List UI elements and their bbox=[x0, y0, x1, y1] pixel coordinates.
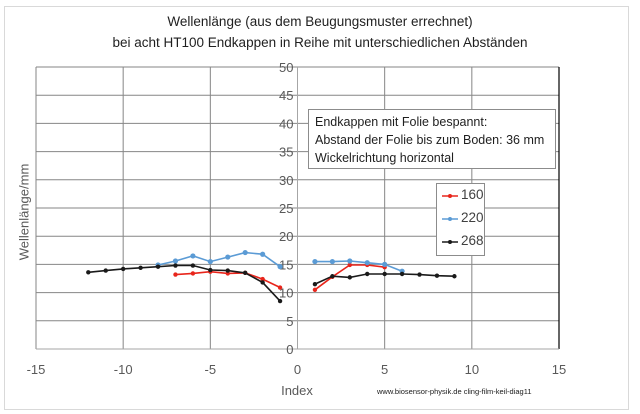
y-tick-label: 35 bbox=[279, 145, 293, 160]
data-point-220 bbox=[277, 264, 283, 270]
data-point-268 bbox=[434, 273, 440, 278]
y-tick-labels: 0 5 10 15 20 25 30 35 40 45 50 bbox=[279, 60, 293, 357]
data-point-268 bbox=[399, 271, 405, 277]
y-tick-label: 40 bbox=[279, 116, 293, 131]
y-tick-label: 10 bbox=[279, 286, 293, 301]
data-point-220 bbox=[207, 258, 213, 265]
y-tick-label: 45 bbox=[279, 88, 293, 103]
series-268 bbox=[86, 263, 457, 304]
data-point-220 bbox=[242, 249, 248, 256]
x-tick-label: 15 bbox=[552, 362, 566, 377]
data-point-160 bbox=[277, 285, 283, 290]
x-tick-label: 5 bbox=[381, 362, 388, 377]
data-point-160 bbox=[260, 276, 265, 282]
y-tick-label: 25 bbox=[279, 201, 293, 216]
legend: 160 220 268 bbox=[436, 183, 485, 256]
data-point-268 bbox=[225, 268, 230, 273]
data-point-268 bbox=[260, 280, 265, 285]
data-point-160 bbox=[347, 262, 352, 268]
annotation-box: Endkappen mit Folie bespannt: Abstand de… bbox=[308, 109, 556, 169]
y-tick-label: 30 bbox=[279, 173, 293, 188]
data-point-160 bbox=[190, 271, 196, 276]
data-point-268 bbox=[86, 270, 91, 275]
data-point-268 bbox=[243, 270, 248, 276]
data-point-220 bbox=[364, 260, 370, 266]
y-tick-label: 0 bbox=[286, 342, 293, 357]
data-point-268 bbox=[277, 298, 283, 304]
data-point-220 bbox=[260, 251, 266, 257]
legend-label: 268 bbox=[461, 233, 484, 248]
legend-marker-268 bbox=[442, 240, 458, 244]
data-point-220 bbox=[347, 258, 353, 264]
data-point-268 bbox=[330, 274, 335, 279]
data-point-268 bbox=[173, 263, 178, 268]
chart-subtitle: bei acht HT100 Endkappen in Reihe mit un… bbox=[112, 35, 528, 50]
legend-marker-220 bbox=[442, 217, 458, 221]
data-point-268 bbox=[103, 268, 108, 273]
data-point-268 bbox=[347, 275, 352, 280]
data-point-268 bbox=[365, 271, 370, 277]
data-point-220 bbox=[312, 258, 318, 265]
x-tick-label: 10 bbox=[465, 362, 479, 377]
data-point-268 bbox=[120, 266, 126, 272]
y-tick-label: 50 bbox=[279, 60, 293, 75]
legend-item-160[interactable]: 160 bbox=[441, 187, 485, 207]
series-line-220 bbox=[314, 260, 403, 272]
x-tick-label: -10 bbox=[114, 362, 133, 377]
data-point-220 bbox=[172, 258, 179, 264]
y-tick-label: 20 bbox=[279, 229, 293, 244]
data-point-220 bbox=[190, 253, 196, 259]
data-point-220 bbox=[225, 254, 231, 260]
chart-title: Wellenlänge (aus dem Beugungsmuster erre… bbox=[167, 14, 473, 29]
axes bbox=[36, 67, 560, 350]
data-point-268 bbox=[190, 263, 196, 268]
data-point-220 bbox=[382, 261, 388, 267]
data-point-268 bbox=[312, 281, 318, 287]
x-tick-label: -5 bbox=[205, 362, 217, 377]
series-line-268 bbox=[88, 264, 281, 302]
x-axis-label: Index bbox=[281, 383, 313, 398]
legend-item-220[interactable]: 220 bbox=[441, 210, 485, 230]
legend-marker-160 bbox=[442, 194, 458, 198]
x-tick-label: -15 bbox=[27, 362, 46, 377]
y-tick-label: 5 bbox=[286, 314, 293, 329]
footer-credit: www.biosensor-physik.de cling-film-keil-… bbox=[377, 387, 532, 396]
annotation-line: Endkappen mit Folie bespannt: bbox=[315, 115, 488, 129]
legend-label: 160 bbox=[461, 187, 484, 202]
series-group bbox=[86, 249, 457, 304]
data-point-268 bbox=[452, 274, 457, 279]
series-line-220 bbox=[157, 251, 281, 268]
annotation-line: Abstand der Folie bis zum Boden: 36 mm bbox=[315, 133, 545, 147]
annotation-line: Wickelrichtung horizontal bbox=[315, 151, 454, 165]
data-point-268 bbox=[208, 267, 213, 273]
data-point-268 bbox=[155, 264, 161, 269]
legend-item-268[interactable]: 268 bbox=[441, 233, 485, 253]
x-tick-labels: -15 -10 -5 0 5 10 15 bbox=[27, 362, 567, 377]
y-tick-label: 15 bbox=[279, 257, 293, 272]
series-220 bbox=[155, 249, 405, 274]
data-point-160 bbox=[312, 287, 318, 292]
legend-label: 220 bbox=[461, 210, 484, 225]
x-tick-label: 0 bbox=[294, 362, 301, 377]
data-point-268 bbox=[417, 272, 422, 277]
data-point-268 bbox=[382, 271, 387, 277]
data-point-160 bbox=[173, 272, 178, 277]
data-point-220 bbox=[329, 258, 335, 265]
y-axis-label: Wellenlänge/mm bbox=[16, 163, 32, 261]
data-point-268 bbox=[138, 265, 143, 270]
